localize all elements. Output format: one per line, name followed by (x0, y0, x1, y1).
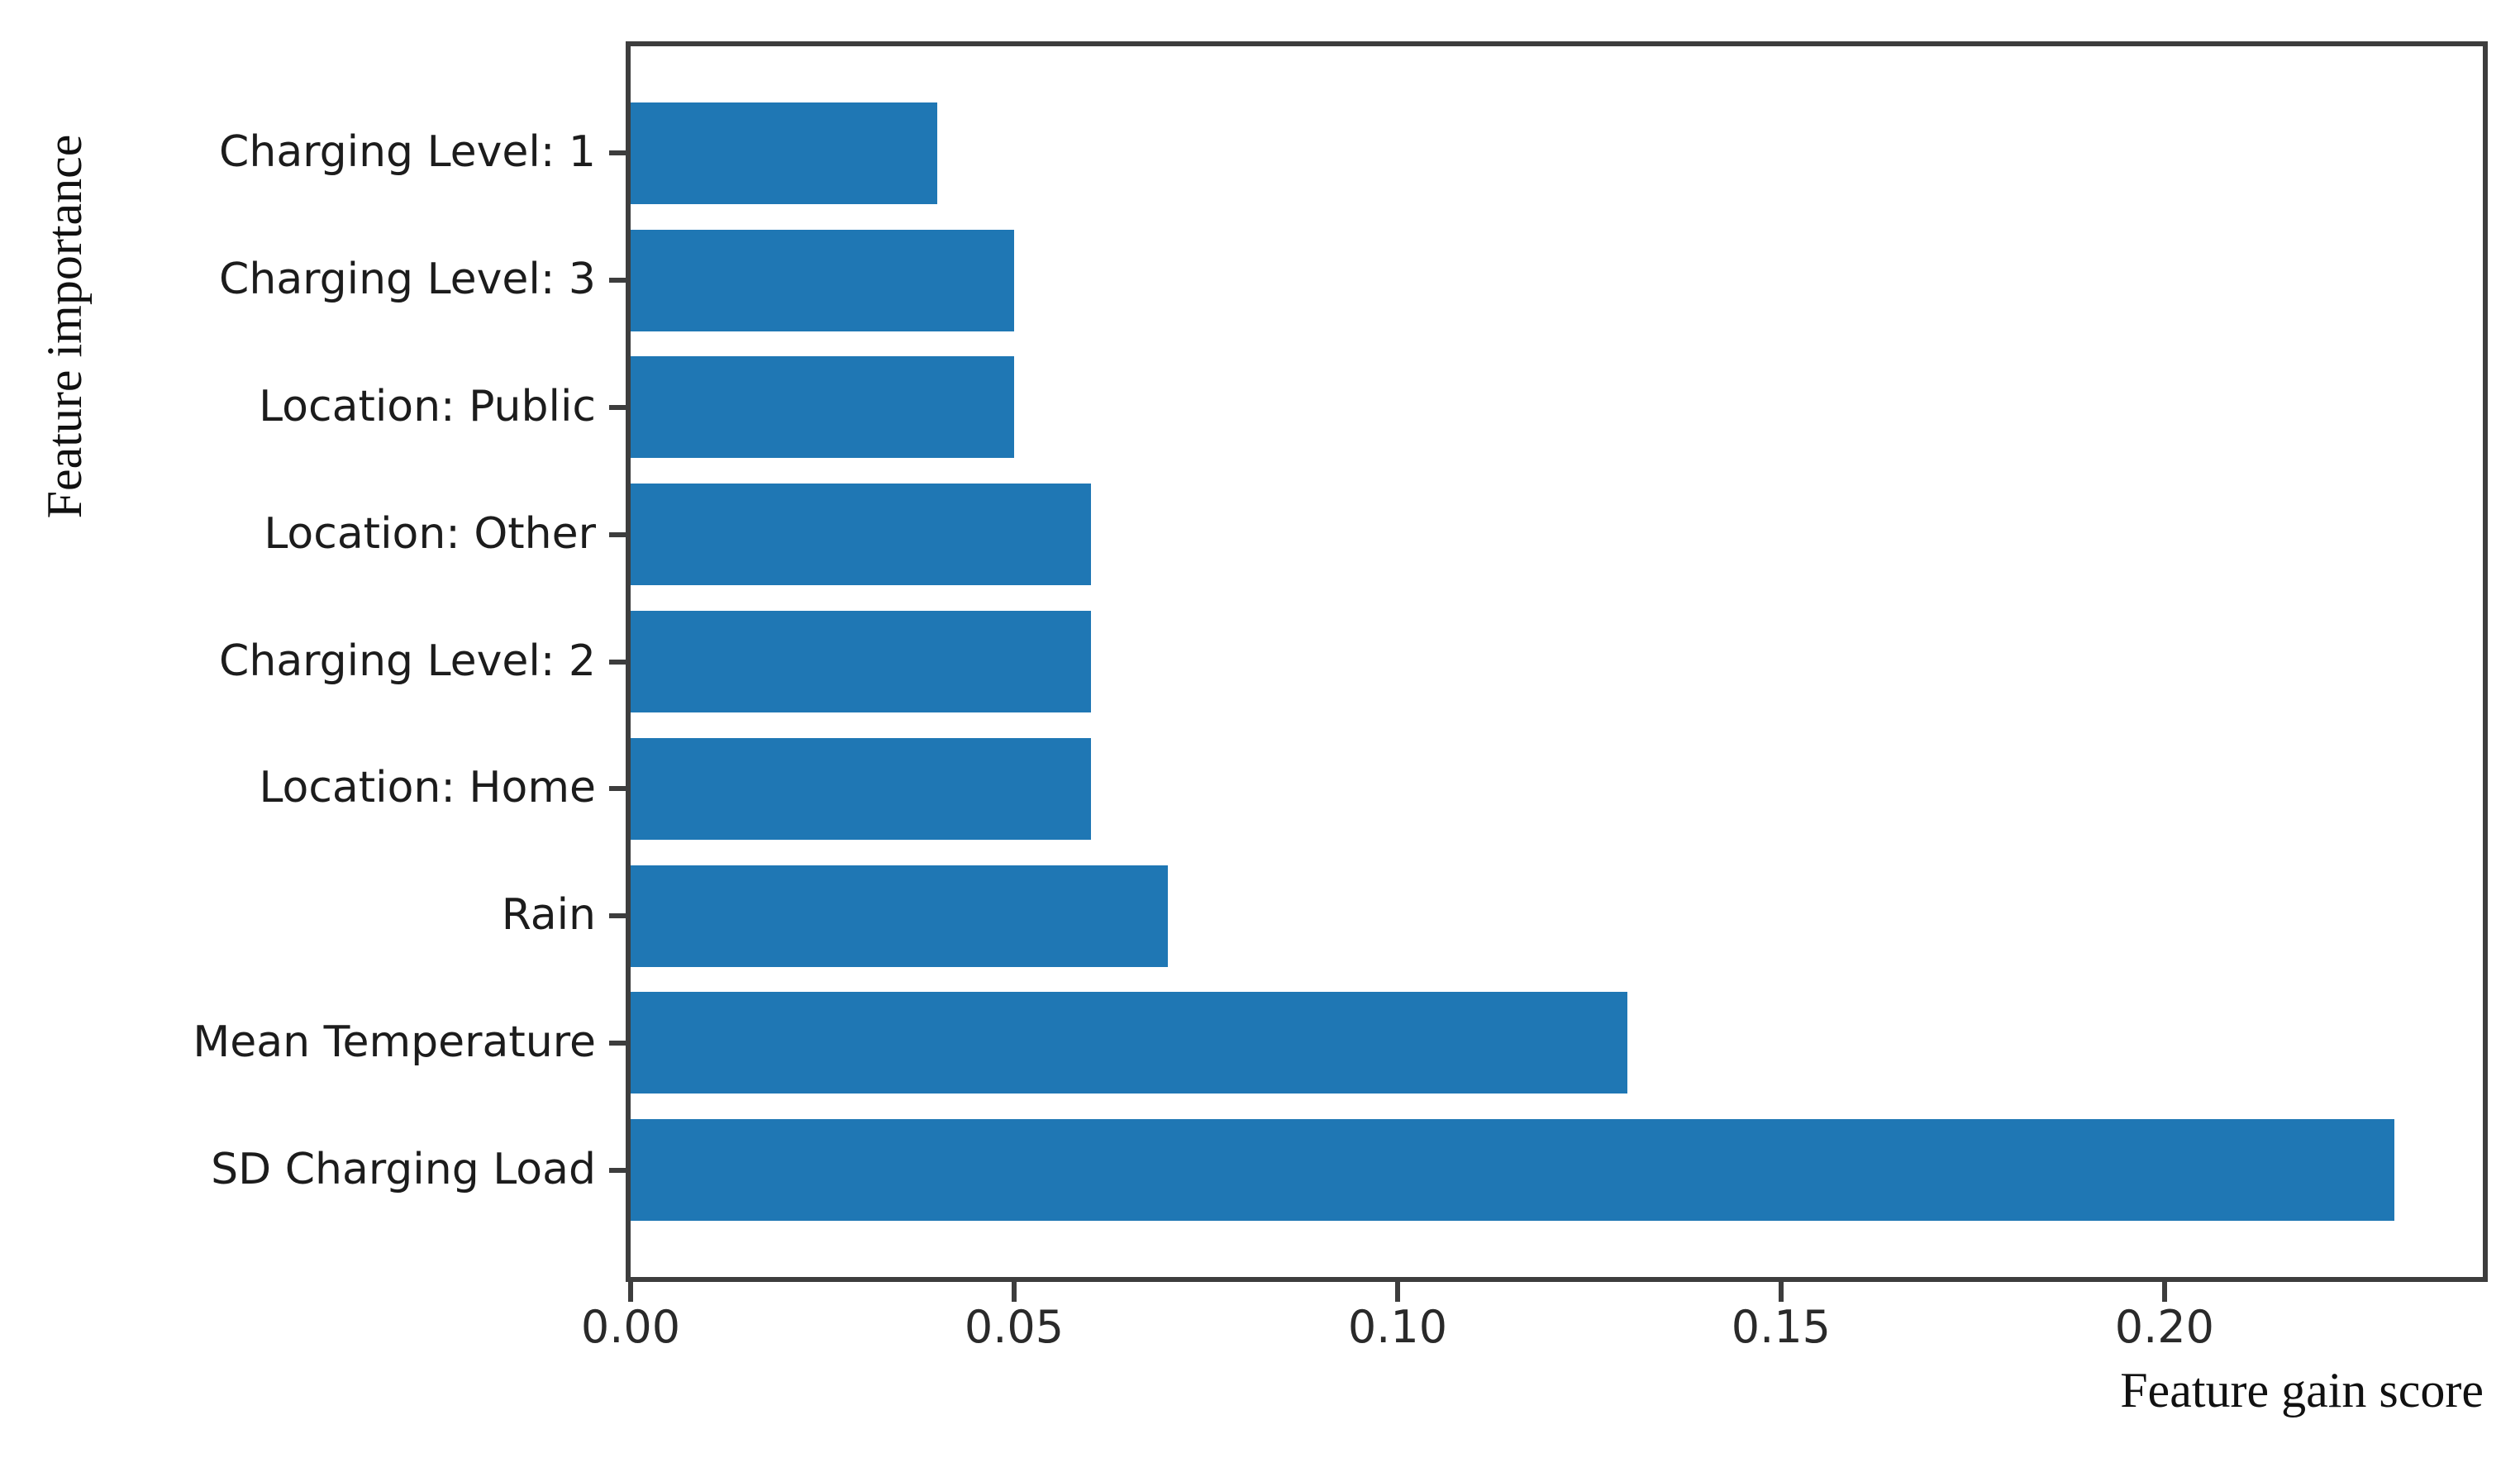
y-tick-label: Charging Level: 2 (219, 636, 596, 686)
y-tick-mark (609, 404, 626, 410)
y-tick-mark (609, 531, 626, 537)
y-tick-mark (609, 150, 626, 156)
x-tick-label: 0.20 (2114, 1301, 2215, 1353)
y-tick-label: Mean Temperature (193, 1017, 596, 1067)
bar-location-home (631, 737, 1091, 840)
y-tick-mark (609, 659, 626, 665)
bar-location-other (631, 484, 1091, 586)
x-tick-mark (628, 1282, 633, 1302)
bar-sd-charging-load (631, 1119, 2394, 1222)
bar-charging-level-1 (631, 102, 937, 204)
x-tick-label: 0.10 (1347, 1301, 1448, 1353)
x-tick-mark (1778, 1282, 1784, 1302)
bar-location-public (631, 356, 1014, 459)
y-tick-label: Rain (501, 890, 596, 941)
bar-mean-temperature (631, 992, 1627, 1094)
y-tick-label: Location: Home (259, 763, 596, 813)
x-axis-title: Feature gain score (2120, 1363, 2484, 1418)
y-tick-mark (609, 786, 626, 792)
y-axis-title: Feature importance (37, 134, 92, 519)
x-tick-mark (2161, 1282, 2167, 1302)
bar-charging-level-3 (631, 229, 1014, 331)
y-tick-mark (609, 1040, 626, 1046)
bar-rain (631, 865, 1168, 967)
y-tick-label: Charging Level: 3 (219, 254, 596, 304)
y-tick-mark (609, 1167, 626, 1173)
x-tick-label: 0.00 (580, 1301, 681, 1353)
x-tick-label: 0.15 (1731, 1301, 1832, 1353)
y-tick-mark (609, 913, 626, 919)
x-tick-mark (1011, 1282, 1017, 1302)
y-tick-mark (609, 278, 626, 284)
x-tick-label: 0.05 (964, 1301, 1065, 1353)
y-tick-label: Charging Level: 1 (219, 127, 596, 178)
y-tick-label: Location: Public (259, 381, 596, 431)
bar-charging-level-2 (631, 610, 1091, 713)
plot-area: Charging Level: 1 Charging Level: 3 Locati… (193, 41, 2488, 1350)
x-tick-mark (1394, 1282, 1400, 1302)
y-tick-label: Location: Other (264, 508, 596, 559)
y-tick-label: SD Charging Load (211, 1144, 596, 1194)
